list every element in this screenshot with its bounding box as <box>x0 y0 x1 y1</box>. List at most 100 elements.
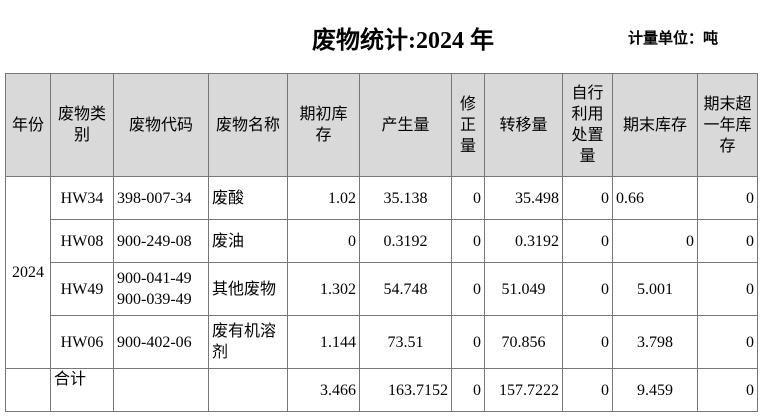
total-value: 9.459 <box>612 368 698 412</box>
row: HW49 900-041-49 900-039-49 其他废物 1.302 54.748 0… <box>6 262 758 316</box>
cell-line: 废有机溶 <box>212 323 277 340</box>
cell-line: 存 <box>719 137 736 155</box>
total-value: 163.7152 <box>359 368 452 412</box>
row: 2024 HW34 398-007-34 废酸 1.02 35.138 0 35.498 0 0.… <box>5 176 758 369</box>
cell <box>208 368 288 412</box>
total-value: 0 <box>562 368 613 412</box>
cell: 0.66 <box>612 176 698 220</box>
cell: 5.001 <box>612 262 698 316</box>
cell-line: 0 <box>601 333 609 351</box>
cell: 900-402-06 <box>113 315 209 369</box>
cell: 废油 <box>208 219 288 263</box>
cell: 35.498 <box>484 176 563 220</box>
cell-line: 利用 <box>571 106 604 123</box>
cell: 0 <box>451 219 485 263</box>
cell: 900-041-49 900-039-49 <box>113 262 209 316</box>
cell-line: 73.51 <box>387 333 424 351</box>
cell: 0 <box>612 219 698 263</box>
cell: 70.856 <box>484 315 563 369</box>
cell: 1.144 <box>287 315 360 369</box>
cell-line: 年份 <box>11 116 44 134</box>
cell-line: 期末库存 <box>622 116 687 134</box>
cell <box>113 368 209 412</box>
total-value: 3.466 <box>287 368 360 412</box>
header-cell: 自行 利用 处置量 <box>562 73 613 177</box>
cell-line: 量 <box>459 137 476 155</box>
header-cell: 产生量 <box>359 73 452 177</box>
cell-line: 900-402-06 <box>117 333 192 351</box>
cell-line: 期初库 <box>299 106 348 123</box>
cell-line: 0.3192 <box>383 232 428 250</box>
cell-line: 0 <box>473 280 481 298</box>
total-value: 157.7222 <box>484 368 563 412</box>
cell-line: 废物类 <box>57 106 106 123</box>
cell: 0 <box>697 262 758 316</box>
cell-line: 废物代码 <box>128 116 193 134</box>
cell-line: HW08 <box>60 232 104 250</box>
total-row: 合计 3.466 163.7152 0 157.7222 0 9.459 0 <box>5 368 758 412</box>
cell: 0 <box>451 176 485 220</box>
cell-line: 1.144 <box>320 333 356 351</box>
cell: HW06 <box>50 315 114 369</box>
cell-line: HW06 <box>60 333 104 351</box>
cell-line: 废物名称 <box>215 116 280 134</box>
row: HW06 900-402-06 废有机溶剂 1.144 73.51 0 70.856 0 3.7… <box>6 315 758 369</box>
cell-line: 1.02 <box>328 189 356 207</box>
cell-line: 处置 <box>571 127 604 144</box>
cell-line: 900-041-49 <box>117 270 192 287</box>
cell-line: 0 <box>746 280 754 298</box>
header-cell: 期初库存 <box>287 73 360 177</box>
cell: 3.798 <box>612 315 698 369</box>
cell-line: 0 <box>746 333 754 351</box>
cell-line: 0.3192 <box>515 232 559 250</box>
cell-line: 0 <box>473 333 481 351</box>
cell-line: 自行 <box>571 85 604 102</box>
cell-line: 3.798 <box>637 333 673 351</box>
cell-line: 0 <box>473 189 481 207</box>
cell-line: 35.138 <box>383 189 428 207</box>
cell-line: 0 <box>601 280 609 298</box>
cell: HW34 <box>50 176 114 220</box>
cell: 0 <box>562 219 613 263</box>
cell: HW49 <box>50 262 114 316</box>
header-cell: 期末库存 <box>612 73 698 177</box>
cell-line: 900-039-49 <box>117 291 192 308</box>
cell-line: 存 <box>315 127 332 144</box>
cell: 0.3192 <box>484 219 563 263</box>
cell-line: 398-007-34 <box>117 189 192 207</box>
cell-line: 其他废物 <box>212 280 277 298</box>
cell-line: 0.66 <box>616 189 644 207</box>
header-cell: 废物名称 <box>208 73 288 177</box>
cell: 0 <box>697 176 758 220</box>
cell-line: 别 <box>73 127 90 144</box>
unit: 计量单位：吨 <box>628 29 719 47</box>
cell: 0 <box>697 315 758 369</box>
cell: 废有机溶剂 <box>208 315 288 369</box>
cell-line: 正 <box>459 116 476 134</box>
cell: 0 <box>697 219 758 263</box>
cell-line: 0 <box>686 232 694 250</box>
total-value: 0 <box>697 368 758 412</box>
cell: 其他废物 <box>208 262 288 316</box>
cell-line: 70.856 <box>501 333 546 351</box>
row: HW08 900-249-08 废油 0 0.3192 0 0.3192 0 0 0 <box>6 219 758 263</box>
cell-line: 900-249-08 <box>117 232 192 250</box>
cell-line: 0 <box>473 232 481 250</box>
cell-line: 废酸 <box>212 189 245 207</box>
cell: 1.302 <box>287 262 360 316</box>
cell-line: 一年库 <box>703 116 752 134</box>
cell-line: 产生量 <box>381 116 430 134</box>
cell: 0 <box>451 315 485 369</box>
cell-line: 51.049 <box>501 280 546 298</box>
year-cell: 2024 <box>5 176 51 369</box>
cell-line: 0 <box>601 189 609 207</box>
cell-line: 5.001 <box>637 280 673 298</box>
title: 废物统计:2024 年 <box>312 28 494 54</box>
header-cell: 期末超 一年库存 <box>697 73 758 177</box>
header-cell: 废物代码 <box>113 73 209 177</box>
cell-line: 修 <box>459 95 476 113</box>
cell <box>5 368 51 412</box>
cell: 1.02 <box>287 176 360 220</box>
cell-line: 35.498 <box>515 189 559 207</box>
